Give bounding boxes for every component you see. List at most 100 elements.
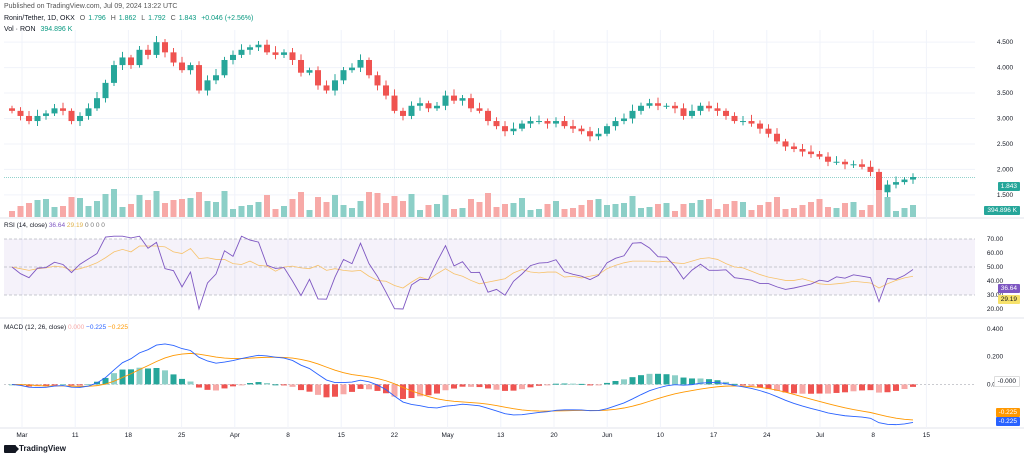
candle-body (553, 121, 559, 124)
rsi-tick-label: 60.00 (987, 250, 1004, 257)
volume-bar (68, 197, 75, 217)
volume-bar (77, 198, 83, 217)
tradingview-logo[interactable]: TradingView (4, 444, 66, 453)
candle-body (340, 70, 347, 81)
volume-bar (561, 209, 568, 217)
volume-bar (9, 211, 15, 217)
macd-histogram-bar (876, 384, 882, 393)
volume-bar (315, 197, 321, 217)
candle-body (204, 80, 211, 91)
volume-bar (706, 199, 712, 217)
close-value: 1.843 (178, 15, 197, 22)
macd-histogram-bar (374, 384, 381, 391)
symbol-line: Ronin/Tether, 1D, OKX O 1.796 H 1.862 L 1.7… (4, 15, 256, 22)
macd-histogram-bar (179, 378, 185, 385)
candle-body (884, 184, 891, 193)
x-axis-label: 15 (338, 432, 346, 439)
macd-tick-label: 0.200 (987, 354, 1004, 361)
candle-body (425, 103, 432, 109)
candle-body (238, 49, 245, 55)
volume-bar (272, 209, 279, 217)
volume-bar (833, 208, 840, 217)
volume-bar (901, 208, 908, 217)
volume-bar (51, 207, 58, 217)
macd-hist-tag: -0.000 (993, 376, 1020, 387)
high-value: 1.862 (118, 15, 137, 22)
macd-signal-value: −0.225 (107, 324, 128, 331)
volume-bar (604, 205, 610, 217)
volume-bar (340, 205, 347, 217)
volume-bar (247, 205, 253, 217)
rsi-tick-label: 40.00 (987, 278, 1004, 285)
candle-body (391, 95, 398, 111)
macd-histogram-bar (765, 384, 772, 390)
macd-histogram-bar (799, 384, 806, 394)
candle-body (706, 105, 712, 109)
candle-body (459, 98, 466, 101)
volume-bar (910, 205, 916, 217)
volume-bar (94, 201, 100, 217)
macd-histogram-bar (638, 375, 644, 385)
volume-bar (655, 204, 661, 217)
volume-bar (621, 203, 627, 217)
macd-histogram-bar (697, 378, 704, 385)
rsi-extra: 0 0 0 0 (85, 222, 105, 229)
candle-body (655, 103, 661, 106)
candle-body (170, 52, 177, 63)
candle-body (289, 52, 296, 60)
x-axis-label: Mar (16, 432, 28, 439)
volume-bar (689, 203, 695, 217)
volume-bar (782, 209, 789, 217)
macd-histogram-bar (621, 379, 627, 385)
candle-body (510, 128, 517, 132)
macd-histogram-bar (272, 384, 279, 386)
candle-body (451, 95, 457, 101)
macd-histogram-bar (434, 384, 440, 394)
macd-histogram-bar (731, 383, 738, 385)
x-axis-label: 22 (391, 432, 399, 439)
candle-body (536, 121, 542, 123)
macd-histogram-bar (383, 384, 389, 394)
volume-bar (162, 203, 168, 217)
candle-body (111, 65, 117, 83)
volume-bar (859, 210, 865, 217)
rsi-ma-tag: 29.19 (997, 295, 1020, 304)
volume-bar (468, 199, 474, 217)
x-axis-label: 15 (923, 432, 931, 439)
high-label: H (110, 15, 116, 22)
macd-histogram-bar (196, 384, 202, 388)
volume-bar (672, 211, 678, 217)
candle-body (859, 164, 865, 167)
volume-bar (60, 206, 66, 217)
macd-histogram-bar (910, 384, 916, 387)
candle-body (527, 121, 534, 124)
volume-bar (442, 195, 449, 217)
candle-body (332, 80, 338, 91)
price-tick-label: 4.500 (997, 39, 1014, 46)
candle-body (60, 108, 66, 111)
macd-histogram-bar (391, 384, 398, 397)
volume-bar (451, 209, 457, 217)
x-axis-label: 20 (550, 432, 558, 439)
volume-bar (153, 191, 160, 217)
candle-body (162, 42, 168, 53)
macd-tick-label: 0.400 (987, 326, 1004, 333)
macd-histogram-bar (400, 384, 406, 399)
macd-histogram-bar (213, 384, 219, 391)
volume-bar (306, 210, 313, 217)
macd-histogram-bar (298, 384, 304, 391)
macd-histogram-bar (527, 384, 534, 388)
volume-bar (867, 205, 874, 217)
macd-histogram-bar (459, 384, 466, 387)
candle-body (731, 115, 738, 122)
volume-bar (808, 202, 814, 217)
candle-body (230, 54, 236, 60)
macd-histogram-bar (289, 384, 296, 387)
macd-histogram-bar (544, 384, 551, 386)
macd-histogram-bar (264, 383, 270, 385)
candle-body (595, 133, 602, 137)
macd-histogram-bar (901, 384, 908, 390)
candle-body (757, 123, 763, 129)
x-axis-label: 17 (710, 432, 718, 439)
